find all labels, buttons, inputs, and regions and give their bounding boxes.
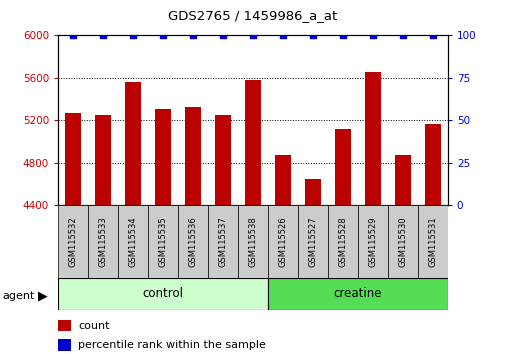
Point <box>368 33 376 38</box>
Text: control: control <box>142 287 183 300</box>
Text: GSM115532: GSM115532 <box>69 216 78 267</box>
Point <box>219 33 227 38</box>
Bar <box>65 113 81 205</box>
Bar <box>237 205 268 278</box>
Bar <box>125 82 141 205</box>
Point <box>248 33 257 38</box>
Bar <box>327 205 357 278</box>
Text: GSM115538: GSM115538 <box>248 216 257 267</box>
Bar <box>214 115 231 205</box>
Bar <box>118 205 148 278</box>
Text: GSM115527: GSM115527 <box>308 216 317 267</box>
Point <box>189 33 197 38</box>
Bar <box>178 205 208 278</box>
Bar <box>357 205 387 278</box>
Point <box>129 33 137 38</box>
Bar <box>268 278 447 310</box>
Bar <box>58 339 71 351</box>
Point <box>428 33 436 38</box>
Text: GDS2765 / 1459986_a_at: GDS2765 / 1459986_a_at <box>168 9 337 22</box>
Text: GSM115530: GSM115530 <box>397 216 407 267</box>
Point <box>278 33 286 38</box>
Bar <box>274 155 291 205</box>
Text: agent: agent <box>3 291 35 301</box>
Bar <box>58 278 268 310</box>
Bar <box>297 205 327 278</box>
Bar <box>417 205 447 278</box>
Bar <box>58 205 88 278</box>
Text: GSM115529: GSM115529 <box>368 216 377 267</box>
Bar <box>364 72 380 205</box>
Text: GSM115535: GSM115535 <box>158 216 167 267</box>
Text: percentile rank within the sample: percentile rank within the sample <box>78 340 266 350</box>
Text: GSM115534: GSM115534 <box>128 216 137 267</box>
Bar <box>58 320 71 331</box>
Bar <box>184 107 201 205</box>
Bar <box>334 129 350 205</box>
Bar <box>244 80 261 205</box>
Point <box>308 33 316 38</box>
Bar <box>95 115 111 205</box>
Point <box>99 33 107 38</box>
Point <box>398 33 406 38</box>
Bar <box>304 179 321 205</box>
Bar <box>88 205 118 278</box>
Point <box>159 33 167 38</box>
Text: creatine: creatine <box>333 287 381 300</box>
Bar <box>394 155 410 205</box>
Bar <box>387 205 417 278</box>
Bar <box>424 124 440 205</box>
Text: GSM115531: GSM115531 <box>427 216 436 267</box>
Bar <box>268 205 297 278</box>
Text: GSM115526: GSM115526 <box>278 216 287 267</box>
Text: ▶: ▶ <box>38 289 47 302</box>
Text: GSM115536: GSM115536 <box>188 216 197 267</box>
Text: GSM115537: GSM115537 <box>218 216 227 267</box>
Bar <box>148 205 178 278</box>
Text: GSM115528: GSM115528 <box>338 216 347 267</box>
Bar <box>155 109 171 205</box>
Point <box>338 33 346 38</box>
Point <box>69 33 77 38</box>
Text: count: count <box>78 321 110 331</box>
Bar <box>208 205 237 278</box>
Text: GSM115533: GSM115533 <box>98 216 108 267</box>
